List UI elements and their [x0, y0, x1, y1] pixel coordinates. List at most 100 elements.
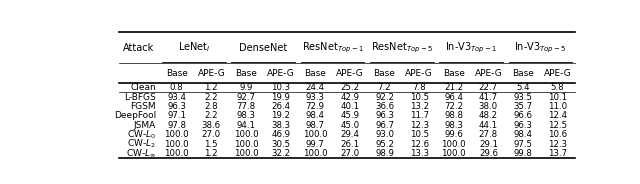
Text: APE-G: APE-G: [198, 69, 225, 78]
Text: 27.0: 27.0: [202, 130, 221, 139]
Text: L-BFGS: L-BFGS: [124, 93, 156, 102]
Text: 38.3: 38.3: [271, 121, 290, 130]
Text: 35.7: 35.7: [513, 102, 532, 111]
Text: 5.4: 5.4: [516, 83, 530, 92]
Text: 12.3: 12.3: [548, 139, 567, 148]
Text: 0.8: 0.8: [170, 83, 184, 92]
Text: 72.9: 72.9: [306, 102, 324, 111]
Text: 10.5: 10.5: [410, 130, 429, 139]
Text: 30.5: 30.5: [271, 139, 290, 148]
Text: Base: Base: [512, 69, 534, 78]
Text: Attack: Attack: [124, 43, 155, 53]
Text: 10.3: 10.3: [271, 83, 290, 92]
Text: DeepFool: DeepFool: [114, 111, 156, 120]
Text: CW-$L_2$: CW-$L_2$: [127, 138, 156, 150]
Text: APE-G: APE-G: [544, 69, 572, 78]
Text: 100.0: 100.0: [234, 149, 259, 158]
Text: 97.8: 97.8: [167, 121, 186, 130]
Text: 92.7: 92.7: [236, 93, 255, 102]
Text: 27.0: 27.0: [340, 149, 360, 158]
Text: 46.9: 46.9: [271, 130, 290, 139]
Text: 100.0: 100.0: [164, 130, 189, 139]
Text: 38.0: 38.0: [479, 102, 498, 111]
Text: APE-G: APE-G: [336, 69, 364, 78]
Text: 45.0: 45.0: [340, 121, 360, 130]
Text: In-V3$_{Top-5}$: In-V3$_{Top-5}$: [514, 40, 566, 55]
Text: 96.3: 96.3: [513, 121, 532, 130]
Text: ResNet$_{Top-1}$: ResNet$_{Top-1}$: [301, 40, 364, 55]
Text: 100.0: 100.0: [234, 139, 259, 148]
Text: 10.6: 10.6: [548, 130, 567, 139]
Text: 99.6: 99.6: [444, 130, 463, 139]
Text: CW-$L_\infty$: CW-$L_\infty$: [126, 148, 156, 159]
Text: 26.4: 26.4: [271, 102, 290, 111]
Text: 96.7: 96.7: [375, 121, 394, 130]
Text: 45.9: 45.9: [340, 111, 360, 120]
Text: 96.6: 96.6: [513, 111, 532, 120]
Text: 26.1: 26.1: [340, 139, 360, 148]
Text: 97.5: 97.5: [513, 139, 532, 148]
Text: 48.2: 48.2: [479, 111, 498, 120]
Text: 27.8: 27.8: [479, 130, 498, 139]
Text: 99.7: 99.7: [306, 139, 324, 148]
Text: DenseNet: DenseNet: [239, 43, 287, 53]
Text: 93.4: 93.4: [167, 93, 186, 102]
Text: 2.2: 2.2: [205, 93, 218, 102]
Text: Clean: Clean: [131, 83, 156, 92]
Text: 100.0: 100.0: [303, 130, 328, 139]
Text: 41.7: 41.7: [479, 93, 498, 102]
Text: APE-G: APE-G: [267, 69, 294, 78]
Text: 98.4: 98.4: [513, 130, 532, 139]
Text: 25.2: 25.2: [340, 83, 360, 92]
Text: 96.3: 96.3: [375, 111, 394, 120]
Text: APE-G: APE-G: [474, 69, 502, 78]
Text: 7.2: 7.2: [378, 83, 391, 92]
Text: 12.5: 12.5: [548, 121, 567, 130]
Text: 24.4: 24.4: [306, 83, 324, 92]
Text: 96.4: 96.4: [444, 93, 463, 102]
Text: 97.1: 97.1: [167, 111, 186, 120]
Text: 44.1: 44.1: [479, 121, 498, 130]
Text: 92.2: 92.2: [375, 93, 394, 102]
Text: CW-$L_0$: CW-$L_0$: [127, 128, 156, 141]
Text: Base: Base: [235, 69, 257, 78]
Text: 10.1: 10.1: [548, 93, 567, 102]
Text: 100.0: 100.0: [442, 139, 466, 148]
Text: 19.2: 19.2: [271, 111, 290, 120]
Text: 7.8: 7.8: [412, 83, 426, 92]
Text: 22.7: 22.7: [479, 83, 498, 92]
Text: 29.1: 29.1: [479, 139, 498, 148]
Text: 96.3: 96.3: [167, 102, 186, 111]
Text: 12.4: 12.4: [548, 111, 567, 120]
Text: 2.2: 2.2: [205, 111, 218, 120]
Text: 98.4: 98.4: [306, 111, 324, 120]
Text: JSMA: JSMA: [134, 121, 156, 130]
Text: 42.9: 42.9: [340, 93, 360, 102]
Text: 19.9: 19.9: [271, 93, 290, 102]
Text: 93.5: 93.5: [513, 93, 532, 102]
Text: 2.8: 2.8: [205, 102, 218, 111]
Text: In-V3$_{Top-1}$: In-V3$_{Top-1}$: [445, 40, 497, 55]
Text: 21.2: 21.2: [444, 83, 463, 92]
Text: 98.9: 98.9: [375, 149, 394, 158]
Text: 94.1: 94.1: [236, 121, 255, 130]
Text: 93.3: 93.3: [306, 93, 324, 102]
Text: 5.8: 5.8: [551, 83, 564, 92]
Text: 1.2: 1.2: [205, 149, 218, 158]
Text: 100.0: 100.0: [234, 130, 259, 139]
Text: 100.0: 100.0: [303, 149, 328, 158]
Text: 29.4: 29.4: [340, 130, 360, 139]
Text: 95.2: 95.2: [375, 139, 394, 148]
Text: 11.7: 11.7: [410, 111, 429, 120]
Text: 72.2: 72.2: [444, 102, 463, 111]
Text: 98.8: 98.8: [444, 111, 463, 120]
Text: 12.6: 12.6: [410, 139, 429, 148]
Text: 1.5: 1.5: [205, 139, 218, 148]
Text: 1.2: 1.2: [205, 83, 218, 92]
Text: 13.2: 13.2: [410, 102, 429, 111]
Text: 100.0: 100.0: [442, 149, 466, 158]
Text: 99.8: 99.8: [514, 149, 532, 158]
Text: APE-G: APE-G: [405, 69, 433, 78]
Text: 36.6: 36.6: [375, 102, 394, 111]
Text: 98.3: 98.3: [444, 121, 463, 130]
